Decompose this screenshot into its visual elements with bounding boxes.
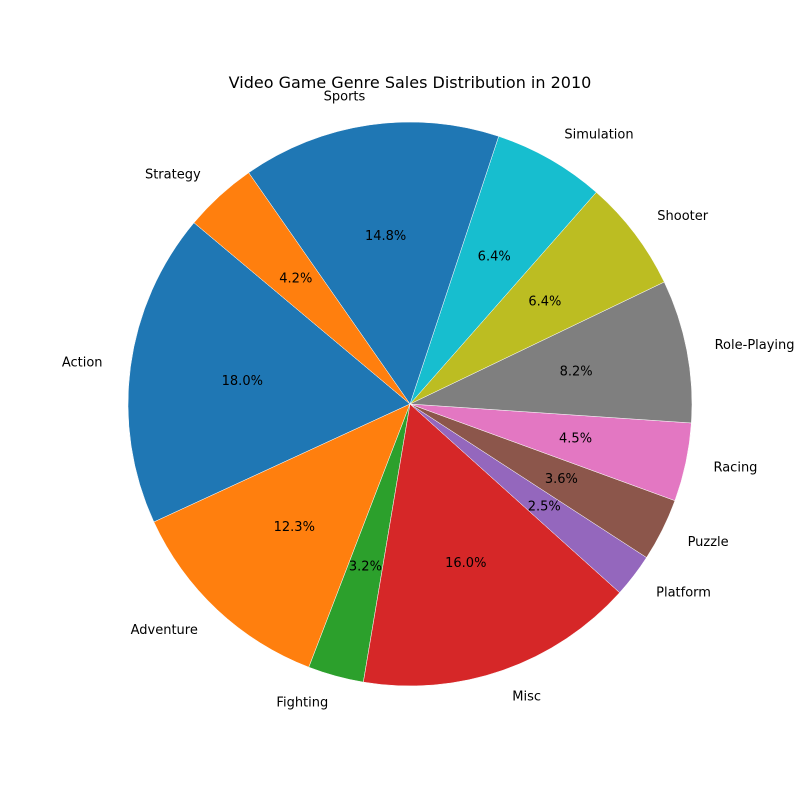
slice-action — [127, 222, 411, 523]
slice-shooter — [409, 191, 665, 405]
category-labels: Action Adventure Fighting Misc Platform Puzzl… — [62, 90, 795, 711]
category-label-simulation: Simulation — [564, 127, 633, 142]
pct-label-strategy: 4.2% — [279, 272, 312, 287]
pct-label-adventure: 12.3% — [274, 520, 315, 535]
category-label-platform: Platform — [656, 585, 711, 600]
pct-label-platform: 2.5% — [528, 499, 561, 514]
pct-label-sports: 14.8% — [365, 229, 406, 244]
slice-sports — [248, 121, 500, 405]
category-label-adventure: Adventure — [131, 623, 198, 638]
pct-label-fighting: 3.2% — [349, 560, 382, 575]
pct-label-shooter: 6.4% — [528, 294, 561, 309]
category-label-sports: Sports — [324, 90, 366, 105]
percentage-labels: 18.0% 12.3% 3.2% 16.0% 2.5% 3.6% 4.5% 8.2% 6.4% 6… — [222, 229, 593, 575]
pct-label-action: 18.0% — [222, 374, 263, 389]
pct-label-racing: 4.5% — [559, 432, 592, 447]
category-label-role-playing: Role-Playing — [715, 338, 795, 353]
category-label-misc: Misc — [512, 689, 541, 704]
category-label-shooter: Shooter — [657, 209, 708, 224]
slice-simulation — [409, 135, 597, 405]
pct-label-role-playing: 8.2% — [560, 365, 593, 380]
category-label-racing: Racing — [713, 461, 757, 476]
slice-strategy — [193, 172, 411, 405]
pct-label-simulation: 6.4% — [478, 250, 511, 265]
slice-role-playing — [409, 281, 693, 424]
slice-misc — [363, 403, 620, 687]
slice-adventure — [153, 403, 411, 668]
category-label-strategy: Strategy — [145, 168, 201, 183]
pct-label-puzzle: 3.6% — [545, 472, 578, 487]
category-label-fighting: Fighting — [276, 696, 328, 711]
pct-label-misc: 16.0% — [445, 556, 486, 571]
category-label-puzzle: Puzzle — [688, 535, 729, 550]
category-label-action: Action — [62, 355, 103, 370]
pie-slices — [127, 121, 693, 687]
chart-title: Video Game Genre Sales Distribution in 2… — [229, 73, 592, 92]
